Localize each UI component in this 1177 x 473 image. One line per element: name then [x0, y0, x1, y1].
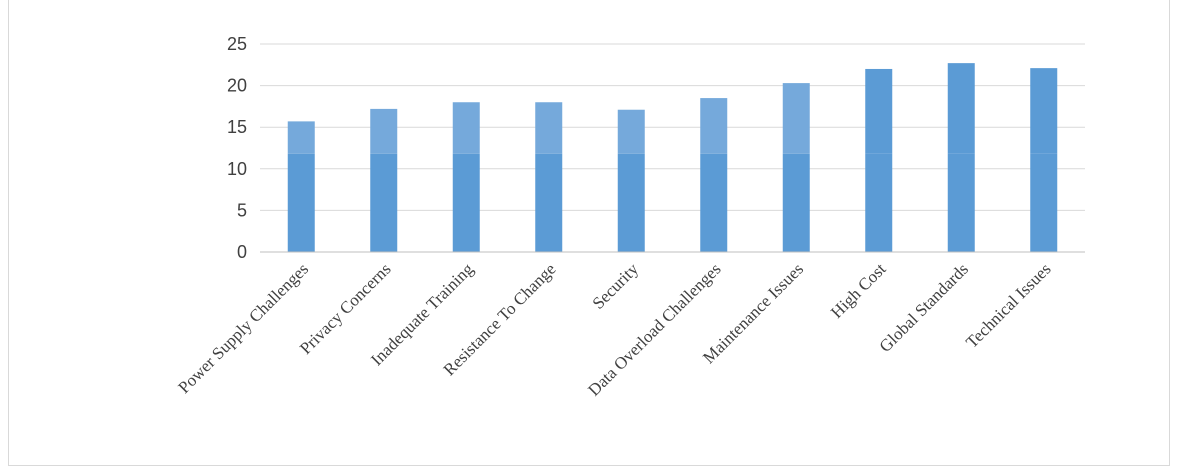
bar-upper-segment	[370, 108, 398, 154]
bar	[617, 153, 645, 252]
gridlines	[260, 43, 1085, 211]
y-tick-label: 10	[227, 159, 247, 179]
category-label: Global Standards	[876, 259, 973, 356]
bars	[287, 63, 1058, 252]
bar-upper-segment	[535, 102, 563, 154]
chart-area: 0 5 10 15 20 25 Power Supply Challenges Privac…	[8, 0, 1170, 466]
y-tick-label: 0	[237, 242, 247, 262]
y-tick-label: 15	[227, 117, 247, 137]
bar	[452, 153, 480, 252]
bar	[865, 153, 893, 252]
category-label: High Cost	[827, 259, 890, 322]
bar-upper-segment	[865, 68, 893, 154]
bar	[370, 153, 398, 252]
bar	[782, 153, 810, 252]
bar-upper-segment	[782, 83, 810, 154]
bar-upper-segment	[452, 102, 480, 154]
y-tick-label: 25	[227, 34, 247, 54]
bar	[700, 153, 728, 252]
bar	[1030, 153, 1058, 252]
category-label: Technical Issues	[962, 259, 1054, 351]
bar-upper-segment	[947, 63, 975, 154]
bar-upper-segment	[700, 98, 728, 154]
bar	[287, 153, 315, 252]
bar	[947, 153, 975, 252]
bar-upper-segment	[617, 109, 645, 154]
bar-chart: 0 5 10 15 20 25 Power Supply ChallengesPrivac…	[174, 34, 1085, 400]
bar	[535, 153, 563, 252]
y-tick-label: 20	[227, 76, 247, 96]
y-axis-tick-labels: 0 5 10 15 20 25	[227, 34, 247, 262]
y-tick-label: 5	[237, 200, 247, 220]
category-label: Power Supply Challenges	[174, 259, 312, 397]
category-label: Data Overload Challenges	[584, 259, 724, 399]
category-label: Security	[589, 259, 643, 313]
bar-upper-segment	[287, 121, 315, 154]
bar-upper-segment	[1030, 68, 1058, 154]
